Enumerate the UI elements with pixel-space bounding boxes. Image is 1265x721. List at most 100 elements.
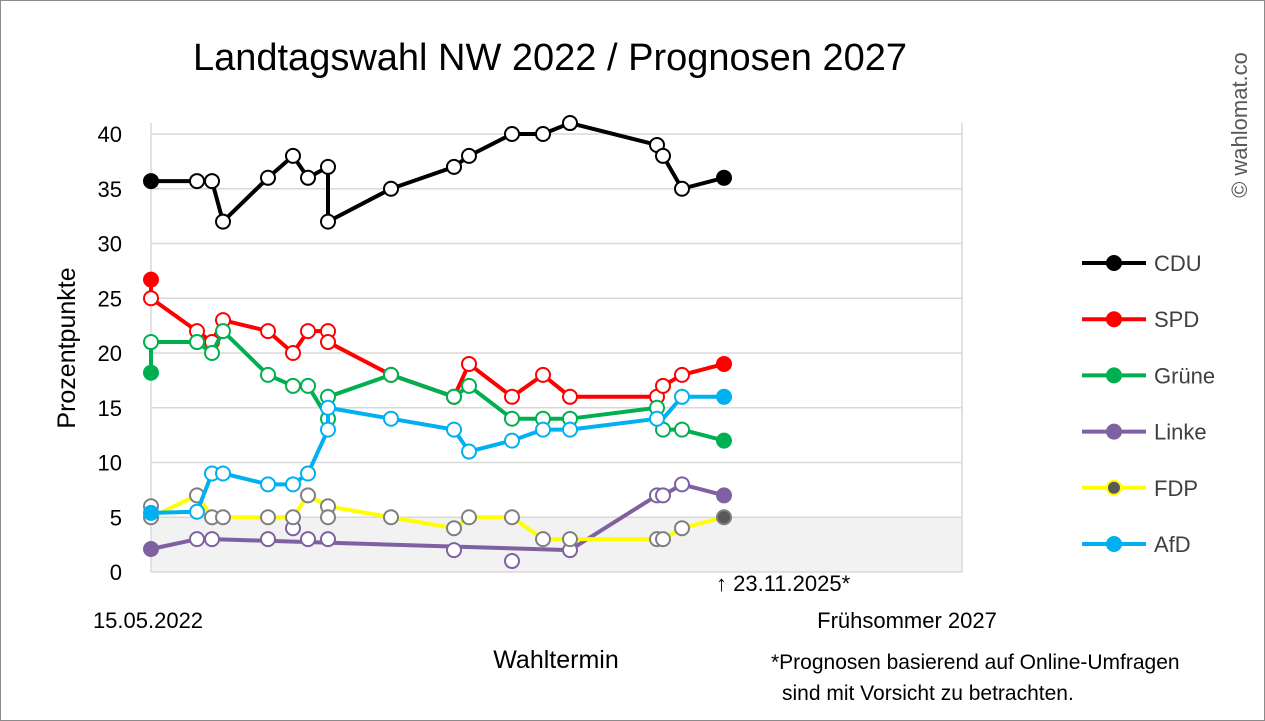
data-point-grne — [504, 410, 520, 427]
data-point-cdu — [285, 147, 301, 164]
data-point-cdu — [204, 173, 220, 190]
data-point-cdu — [562, 115, 578, 132]
data-point-cdu — [446, 158, 462, 175]
legend-label-grne: Grüne — [1154, 363, 1215, 388]
data-point-spd — [320, 334, 336, 351]
data-point-fdp — [535, 531, 551, 548]
y-tick-labels: 0 5 10 15 20 25 30 35 40 — [98, 122, 122, 585]
copyright-text: © wahlomat.co — [1227, 52, 1252, 198]
data-point-linke — [716, 487, 732, 504]
y-tick-label: 15 — [98, 396, 122, 421]
plot-area: 0 5 10 15 20 25 30 35 40 — [98, 115, 963, 585]
data-point-grne — [285, 377, 301, 394]
data-point-fdp — [446, 520, 462, 537]
series-layer — [143, 115, 732, 570]
data-point-spd — [535, 366, 551, 383]
footnote-line-2: sind mit Vorsicht zu betrachten. — [782, 682, 1074, 705]
legend-label-spd: SPD — [1154, 307, 1199, 332]
data-point-fdp — [300, 487, 316, 504]
data-point-cdu — [383, 180, 399, 197]
data-point-afd — [446, 421, 462, 438]
date-annotation: ↑ 23.11.2025* — [716, 571, 851, 596]
data-point-spd — [716, 355, 732, 372]
y-tick-label: 40 — [98, 122, 122, 147]
data-point-afd — [461, 443, 477, 460]
series-linke — [143, 476, 732, 570]
legend-marker-afd — [1106, 536, 1122, 552]
data-point-spd — [504, 388, 520, 405]
data-point-afd — [716, 388, 732, 405]
data-point-afd — [300, 465, 316, 482]
chart-title: Landtagswahl NW 2022 / Prognosen 2027 — [193, 37, 907, 79]
footnote-line-1: *Prognosen basierend auf Online-Umfragen — [771, 651, 1180, 674]
data-point-grne — [204, 345, 220, 361]
legend-item-linke: Linke — [1082, 420, 1207, 445]
x-start-label: 15.05.2022 — [93, 608, 203, 633]
data-point-cdu — [189, 173, 205, 190]
data-point-cdu — [716, 169, 732, 186]
data-point-fdp — [461, 509, 477, 526]
data-point-grne — [215, 323, 231, 340]
data-point-spd — [260, 323, 276, 340]
data-point-linke — [260, 531, 276, 548]
legend-label-cdu: CDU — [1154, 251, 1202, 276]
series-afd — [143, 388, 732, 521]
y-axis-label: Prozentpunkte — [53, 267, 81, 428]
data-point-afd — [383, 410, 399, 427]
data-point-afd — [320, 421, 336, 438]
legend-item-afd: AfD — [1082, 532, 1191, 557]
data-point-cdu — [320, 158, 336, 175]
series-grne — [143, 323, 732, 449]
data-point-spd — [562, 388, 578, 405]
data-point-cdu — [461, 147, 477, 164]
data-point-cdu — [320, 213, 336, 230]
data-point-linke — [300, 531, 316, 548]
legend-item-spd: SPD — [1082, 307, 1199, 332]
legend-marker-linke — [1106, 423, 1122, 440]
data-point-linke — [504, 553, 520, 570]
legend-item-fdp: FDP — [1082, 476, 1198, 501]
data-point-spd — [143, 290, 159, 307]
data-point-grne — [189, 334, 205, 351]
data-point-linke — [320, 531, 336, 548]
data-point-fdp — [260, 509, 276, 526]
data-point-linke — [143, 541, 159, 558]
data-point-grne — [143, 364, 159, 381]
series-line-spd — [149, 279, 725, 399]
data-point-fdp — [562, 531, 578, 548]
data-point-grne — [461, 377, 477, 394]
legend-marker-cdu — [1106, 255, 1122, 271]
y-tick-label: 0 — [110, 560, 122, 585]
data-point-spd — [143, 271, 159, 288]
legend: CDU SPD Grüne Linke FDP AfD — [1082, 251, 1215, 557]
data-point-spd — [300, 323, 316, 340]
y-tick-label: 5 — [110, 505, 122, 530]
legend-label-afd: AfD — [1154, 532, 1191, 557]
y-tick-label: 10 — [98, 451, 122, 476]
data-point-spd — [461, 355, 477, 372]
data-point-cdu — [504, 126, 520, 142]
series-cdu — [143, 115, 732, 230]
legend-label-linke: Linke — [1154, 420, 1207, 445]
y-tick-label: 35 — [98, 177, 122, 202]
series-line-grne — [149, 329, 725, 443]
data-point-cdu — [535, 126, 551, 142]
data-point-afd — [189, 503, 205, 520]
data-point-grne — [716, 432, 732, 449]
series-fdp — [143, 487, 732, 548]
data-point-afd — [535, 421, 551, 438]
data-point-spd — [674, 366, 690, 383]
data-point-afd — [504, 432, 520, 449]
data-point-linke — [446, 542, 462, 559]
data-point-afd — [143, 504, 159, 521]
data-point-grne — [674, 421, 690, 438]
data-point-cdu — [215, 213, 231, 230]
data-point-fdp — [320, 509, 336, 526]
legend-item-grne: Grüne — [1082, 363, 1215, 388]
data-point-fdp — [716, 509, 732, 526]
legend-label-fdp: FDP — [1154, 476, 1198, 501]
data-point-afd — [215, 465, 231, 482]
data-point-fdp — [674, 520, 690, 537]
y-tick-label: 20 — [98, 341, 122, 366]
